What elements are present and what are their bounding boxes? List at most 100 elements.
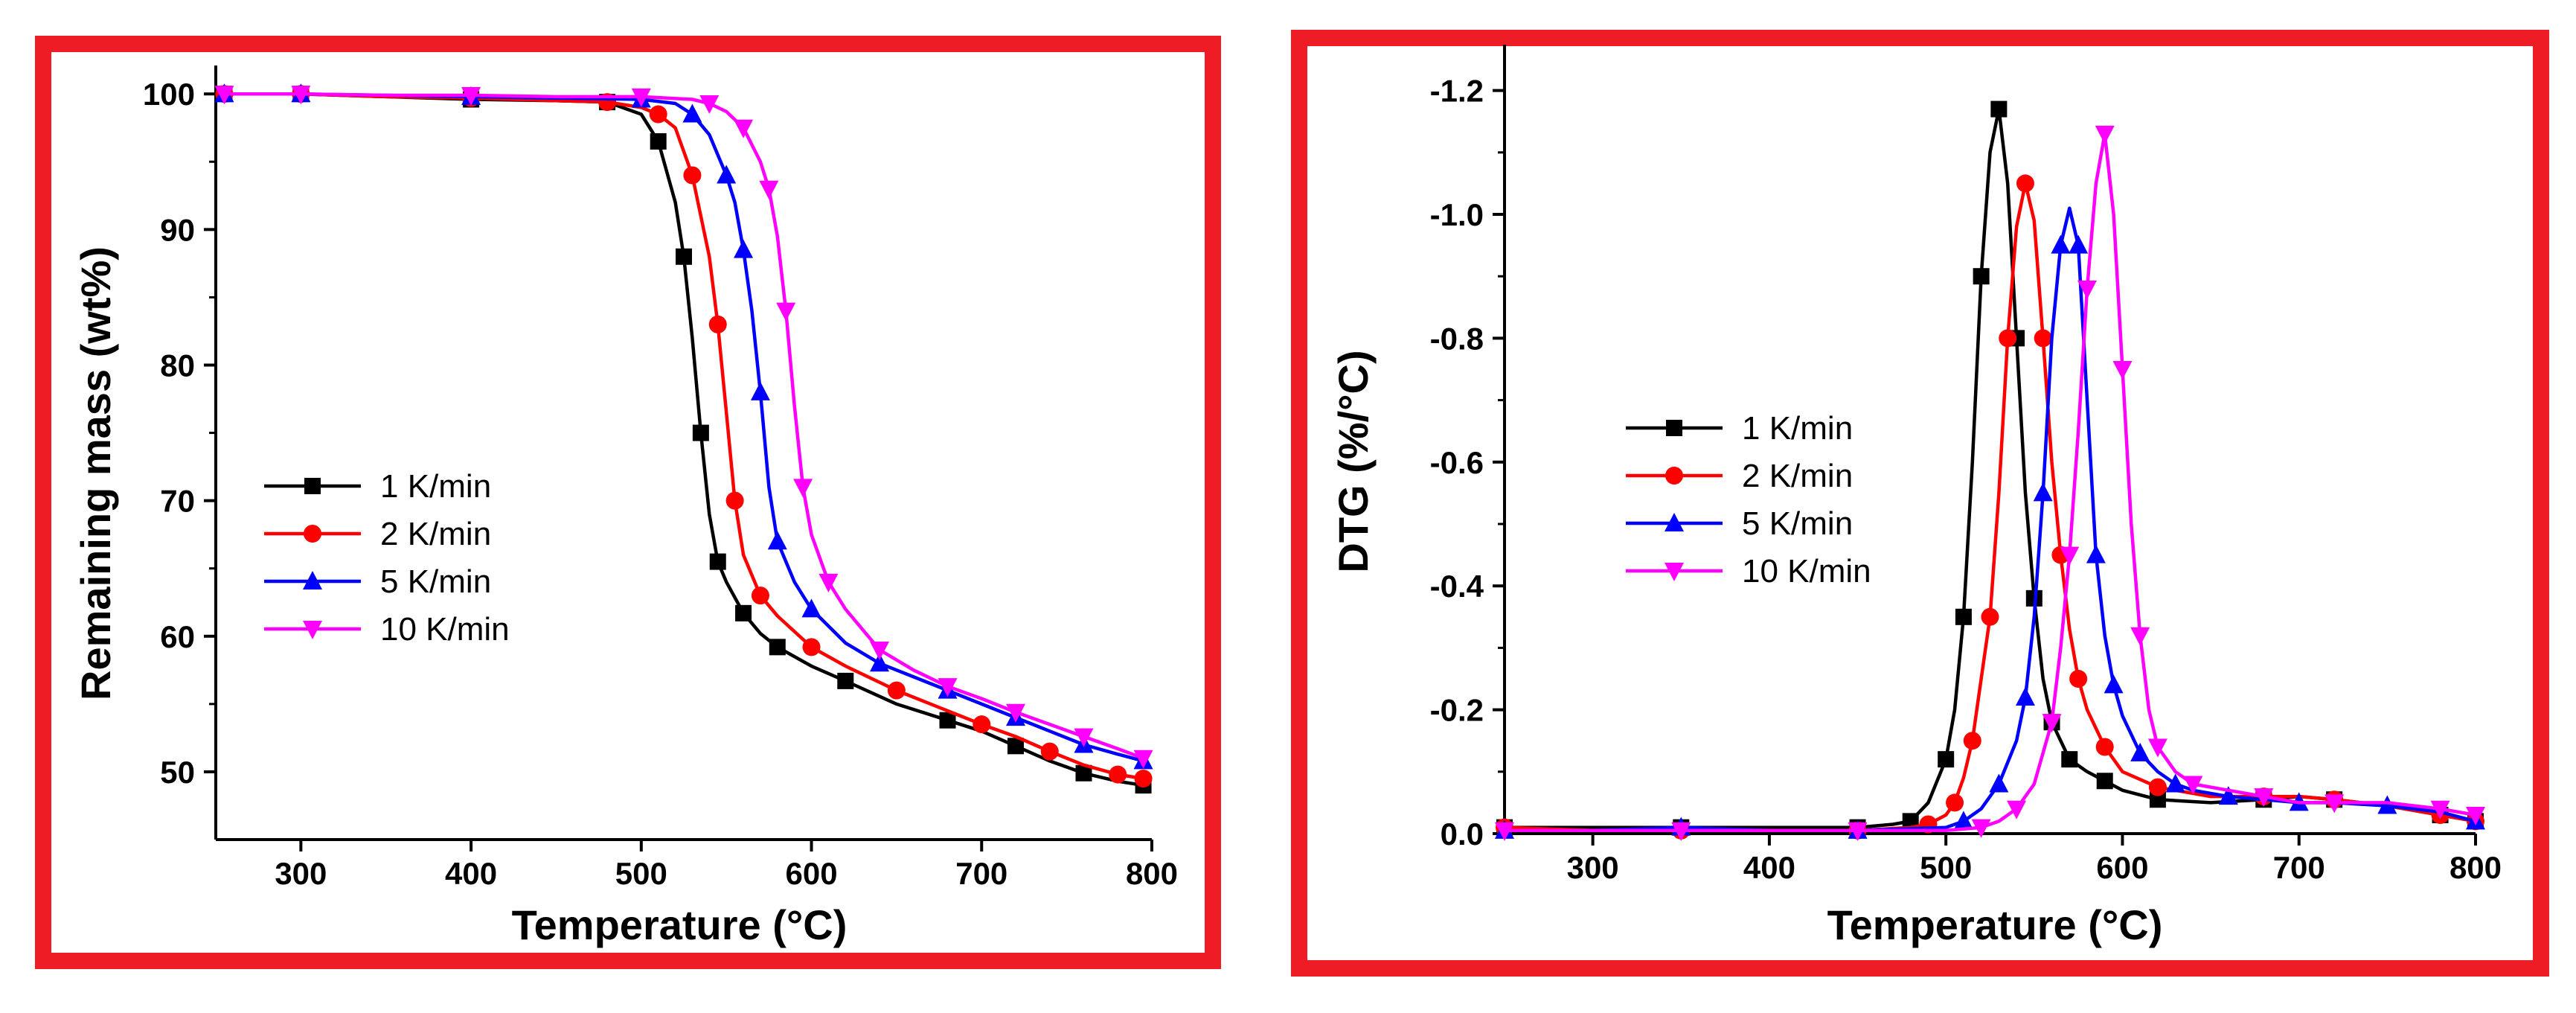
dtg-data-point [2051, 234, 2071, 254]
tga-legend-marker [303, 621, 322, 639]
tga-data-point [461, 87, 481, 106]
tga-data-point [751, 587, 769, 605]
tga-legend-marker [304, 478, 321, 494]
dtg-plot-area: 300 400 500 600 700 800 0.0 -0.2 -0.4 -0.6 -0.8 -1.… [1430, 45, 2502, 885]
tga-data-point [631, 88, 651, 107]
dtg-data-point [2095, 738, 2114, 756]
tga-series-10-k-min [214, 86, 1153, 769]
tga-data-point [769, 639, 786, 656]
tga-data-point [699, 95, 720, 114]
dtg-data-point [1953, 811, 1973, 830]
tga-data-point [802, 638, 821, 656]
tga-data-point [801, 598, 821, 618]
dtg-data-point [1971, 819, 1991, 838]
tga-data-point [1134, 770, 1153, 788]
tga-data-point [676, 248, 692, 265]
dtg-legend-marker [1665, 513, 1684, 531]
dtg-x-tick-label: 600 [2096, 850, 2148, 885]
tga-plot-area: 300 400 500 600 700 800 50 60 70 80 90 100 1 K/min 2 … [143, 65, 1178, 891]
dtg-data-point [1495, 822, 1514, 841]
dtg-data-point [2377, 795, 2397, 814]
tga-data-point [759, 180, 779, 199]
dtg-data-point [2042, 714, 2062, 733]
dtg-data-point [2007, 800, 2027, 819]
tga-legend-label: 1 K/min [380, 468, 491, 505]
dtg-data-point [2325, 794, 2345, 814]
dtg-y-axis-title: DTG (%/°C) [1330, 350, 1377, 572]
dtg-y-tick-label: -0.8 [1430, 321, 1484, 356]
tga-data-point [973, 715, 991, 734]
dtg-y-tick-label: -0.4 [1430, 569, 1484, 604]
dtg-data-point [2165, 773, 2185, 793]
tga-y-tick-label: 50 [160, 755, 195, 790]
tga-data-point [1007, 738, 1025, 755]
tga-y-tick-label: 70 [160, 484, 195, 519]
dtg-data-point [2148, 778, 2167, 796]
dtg-data-point [2112, 361, 2133, 380]
tga-legend-marker [304, 525, 321, 543]
dtg-data-point [1981, 607, 1999, 626]
tga-data-point [708, 315, 727, 333]
dtg-data-point [2016, 174, 2034, 193]
tga-data-point [291, 86, 311, 105]
dtg-data-point [1973, 268, 1990, 285]
dtg-data-point [2060, 546, 2080, 566]
dtg-data-point [2095, 125, 2115, 144]
tga-legend-label: 2 K/min [380, 516, 491, 552]
tga-data-point [214, 86, 234, 105]
dtg-y-tick-label: -0.2 [1430, 693, 1484, 728]
dtg-data-point [2130, 627, 2150, 646]
tga-data-point [767, 531, 787, 550]
tga-data-point [776, 302, 796, 322]
dtg-data-point [2033, 482, 2053, 502]
dtg-panel: 300 400 500 600 700 800 0.0 -0.2 -0.4 -0.6 -0.8 -1.… [1291, 30, 2549, 977]
dtg-series-line [1505, 107, 2476, 829]
tga-legend: 1 K/min 2 K/min 5 K/min 10 K/min [264, 468, 510, 648]
tga-data-point [682, 103, 702, 123]
tga-data-point [683, 166, 702, 185]
dtg-data-point [2147, 738, 2168, 758]
tga-series-line [224, 92, 1144, 781]
tga-y-tick-label: 100 [143, 77, 195, 112]
tga-data-point [692, 424, 709, 441]
dtg-data-point [1963, 732, 1981, 750]
tga-data-point [938, 678, 958, 697]
dtg-legend-marker [1665, 467, 1683, 485]
tga-data-point [870, 642, 890, 660]
dtg-data-point [1955, 608, 1972, 625]
dtg-data-point [2254, 788, 2274, 808]
dtg-legend: 1 K/min 2 K/min 5 K/min 10 K/min [1626, 410, 1871, 589]
dtg-x-tick-label: 300 [1567, 850, 1619, 885]
dtg-legend-label: 5 K/min [1742, 505, 1853, 542]
tga-data-point [1006, 703, 1026, 723]
dtg-data-point [1671, 822, 1691, 841]
tga-y-tick-label: 90 [160, 212, 195, 247]
tga-panel: 300 400 500 600 700 800 50 60 70 80 90 100 1 K/min 2 … [35, 36, 1221, 969]
tga-data-point [734, 119, 754, 138]
tga-x-tick-label: 600 [786, 856, 838, 891]
dtg-x-tick-label: 400 [1743, 850, 1795, 885]
dtg-data-point [1848, 822, 1868, 841]
tga-data-point [1109, 765, 1127, 784]
dtg-series-10-k-min [1495, 125, 2485, 841]
dtg-data-point [2086, 544, 2106, 563]
tga-data-point [725, 491, 744, 510]
dtg-y-tick-label: -1.0 [1430, 197, 1484, 232]
dtg-data-point [2430, 800, 2450, 819]
dtg-legend-marker [1666, 420, 1682, 436]
dtg-y-tick-label: 0.0 [1441, 817, 1484, 851]
dtg-data-point [1946, 793, 1964, 812]
dtg-data-point [2104, 674, 2124, 694]
tga-y-tick-label: 80 [160, 348, 195, 383]
dtg-data-point [2061, 751, 2078, 768]
tga-data-point [1075, 764, 1092, 782]
dtg-data-point [2183, 776, 2203, 795]
tga-x-tick-label: 300 [275, 856, 327, 891]
dtg-legend-label: 2 K/min [1742, 458, 1853, 494]
dtg-data-point [2218, 786, 2238, 805]
dtg-x-tick-label: 700 [2273, 850, 2325, 885]
tga-data-point [793, 479, 813, 498]
tga-legend-marker [303, 571, 322, 589]
dtg-x-tick-label: 500 [1920, 850, 1972, 885]
